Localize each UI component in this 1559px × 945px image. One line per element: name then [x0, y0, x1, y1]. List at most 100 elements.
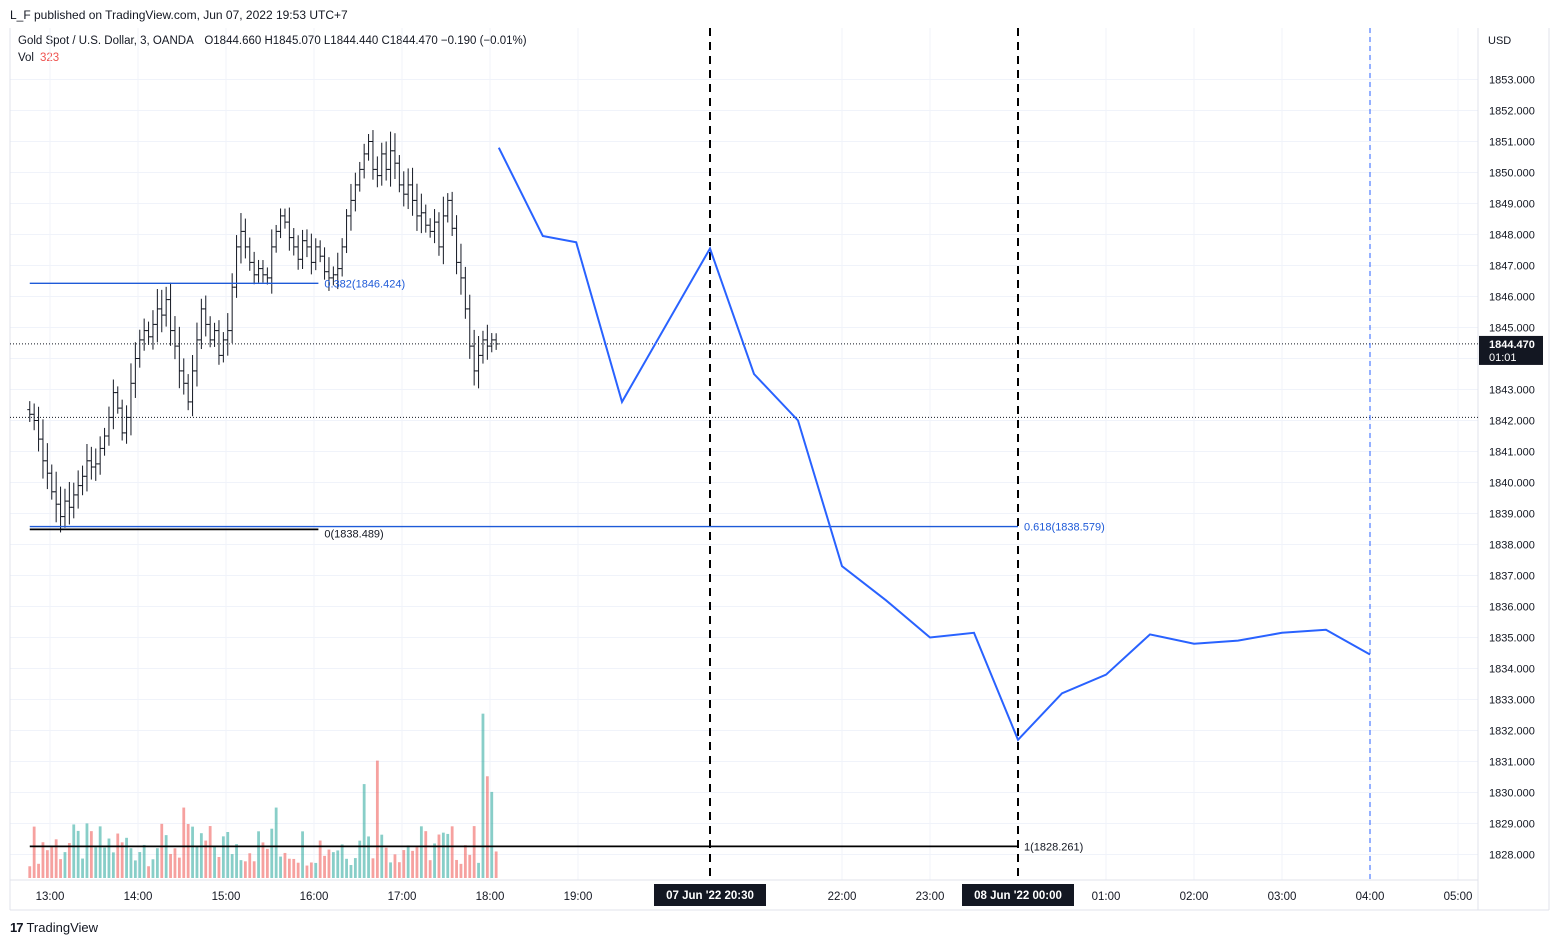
volume-bar [160, 823, 164, 878]
volume-bar [327, 849, 331, 878]
volume-bar [226, 831, 230, 878]
volume-bar [63, 852, 67, 878]
time-tick-label: 15:00 [212, 891, 241, 903]
volume-bar [353, 858, 357, 878]
volume-bar [177, 857, 181, 878]
time-tick-label: 23:00 [916, 891, 945, 903]
volume-bar [428, 860, 432, 878]
currency-label: USD [1488, 35, 1511, 47]
volume-bar [309, 862, 313, 878]
volume-bar [283, 852, 287, 878]
price-tick-label: 1839.000 [1489, 509, 1535, 521]
volume-bar [485, 776, 489, 878]
volume-bar [336, 850, 340, 878]
volume-bar [389, 862, 392, 878]
volume-bar [41, 842, 45, 878]
price-tick-label: 1842.000 [1489, 416, 1535, 428]
volume-bar [182, 807, 186, 878]
time-tick-label: 05:00 [1444, 891, 1473, 903]
price-tick-label: 1847.000 [1489, 261, 1535, 273]
volume-bar [265, 848, 269, 878]
symbol-name: Gold Spot / U.S. Dollar, 3, OANDA [18, 35, 194, 47]
last-price-marker [1479, 335, 1543, 365]
volume-bar [204, 840, 208, 878]
volume-bar [446, 833, 450, 878]
volume-bar [384, 847, 388, 878]
volume-bar [54, 839, 58, 878]
crosshair-time-label: 08 Jun '22 00:00 [974, 890, 1062, 902]
volume-bar [494, 851, 498, 878]
legend-symbol[interactable]: Gold Spot / U.S. Dollar, 3, OANDA O1844.… [18, 35, 527, 47]
volume-bar [371, 858, 375, 878]
volume-bar [125, 837, 128, 878]
volume-bar [450, 826, 454, 878]
volume-bar [331, 852, 335, 878]
volume-bar [362, 784, 366, 878]
volume-bar [441, 832, 445, 878]
volume-bar [120, 842, 124, 878]
volume-bar [59, 859, 62, 878]
volume-bar [111, 852, 115, 878]
fib-label-0: 0(1838.489) [324, 528, 383, 540]
volume-bar [257, 831, 260, 878]
volume-bar [472, 826, 476, 878]
price-tick-label: 1835.000 [1489, 633, 1535, 645]
volume-bar [32, 826, 36, 878]
volume-bar [103, 847, 106, 878]
volume-bar [252, 861, 256, 878]
price-tick-label: 1843.000 [1489, 385, 1535, 397]
volume-bar [305, 865, 309, 878]
time-tick-label: 13:00 [36, 891, 65, 903]
volume-bar [345, 858, 348, 878]
volume-bar [138, 852, 142, 878]
volume-bar [195, 846, 199, 878]
time-tick-label: 01:00 [1092, 891, 1121, 903]
volume-bar [468, 854, 472, 878]
time-tick-label: 04:00 [1356, 891, 1385, 903]
volume-bar [37, 863, 40, 878]
volume-bar [72, 824, 76, 878]
volume-bar [147, 866, 150, 878]
last-price-value: 1844.470 [1489, 339, 1535, 351]
ohlc-values: O1844.660 H1845.070 L1844.440 C1844.470 … [204, 35, 527, 47]
price-tick-label: 1836.000 [1489, 602, 1535, 614]
volume-bar [85, 823, 89, 878]
volume-bar [490, 791, 494, 878]
volume-bar [437, 834, 441, 878]
volume-bar [340, 844, 344, 878]
price-tick-label: 1853.000 [1489, 75, 1535, 87]
volume-bar [397, 862, 401, 878]
crosshair-time-box [654, 884, 766, 906]
volume-bar [129, 848, 133, 878]
volume-bar [155, 848, 159, 878]
volume-bar [45, 850, 49, 878]
tradingview-footer[interactable]: 17 TradingView [10, 920, 98, 935]
projection-path[interactable] [497, 147, 1371, 742]
price-tick-label: 1849.000 [1489, 199, 1535, 211]
volume-bar [455, 859, 458, 878]
volume-bar [28, 866, 32, 878]
price-tick-label: 1831.000 [1489, 757, 1535, 769]
volume-bar [358, 840, 362, 878]
volume-bar [199, 833, 203, 878]
volume-bar [208, 826, 212, 878]
crosshair-time-label: 07 Jun '22 20:30 [666, 890, 754, 902]
volume-bar [248, 853, 252, 878]
volume-bar [411, 850, 414, 878]
time-tick-label: 17:00 [388, 891, 417, 903]
price-tick-label: 1832.000 [1489, 726, 1535, 738]
volume-bar [433, 843, 436, 878]
volume-bar [89, 831, 93, 878]
volume-bar [318, 840, 322, 878]
price-tick-label: 1840.000 [1489, 478, 1535, 490]
volume-bar [477, 862, 480, 878]
price-tick-label: 1834.000 [1489, 664, 1535, 676]
time-tick-label: 02:00 [1180, 891, 1209, 903]
price-tick-label: 1838.000 [1489, 540, 1535, 552]
volume-bar [133, 860, 137, 878]
time-tick-label: 16:00 [300, 891, 329, 903]
countdown-value: 01:01 [1489, 352, 1517, 364]
volume-bar [239, 860, 243, 878]
volume-bar [67, 843, 71, 878]
